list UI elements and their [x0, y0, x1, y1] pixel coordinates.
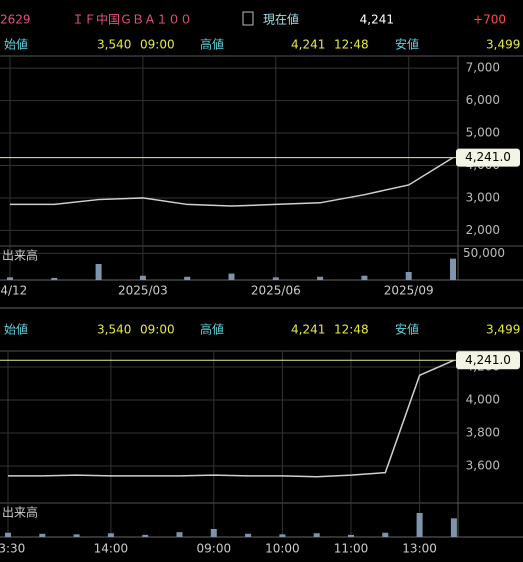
price-line — [8, 359, 455, 478]
x-tick-label: 24/12 — [0, 284, 27, 298]
volume-bar — [184, 276, 191, 280]
price-label: 現在値 — [263, 12, 299, 27]
info-value: 3,499 — [486, 323, 520, 337]
price-marker-box — [456, 148, 520, 167]
volume-bar — [51, 277, 58, 280]
y-tick-label: 3,800 — [466, 426, 500, 440]
x-tick-label: 14:00 — [94, 542, 129, 556]
x-tick-label: 2025/06 — [251, 284, 301, 298]
y-tick-label: 6,000 — [466, 93, 500, 107]
volume-bar — [279, 534, 286, 537]
volume-bar — [245, 533, 252, 537]
code: 2629 — [0, 13, 31, 27]
y-tick-label: 7,000 — [466, 61, 500, 75]
info-value: 12:48 — [334, 323, 369, 337]
volume-bar — [272, 277, 279, 280]
info-label: 始値 — [4, 322, 28, 337]
info-value: 3,540 — [97, 38, 131, 52]
info-value: 3,540 — [97, 323, 131, 337]
volume-bar — [95, 264, 102, 280]
volume-bar — [142, 534, 149, 537]
x-tick-label: 11:00 — [334, 542, 369, 556]
info-label: 安値 — [395, 322, 419, 337]
info-label: 始値 — [4, 37, 28, 52]
stock-name: ＩＦ中国ＧＢＡ１００ — [72, 12, 192, 27]
volume-bar — [39, 533, 46, 537]
volume-bar — [73, 534, 80, 537]
volume-bar — [405, 272, 412, 280]
y-tick-label: 3,600 — [466, 459, 500, 473]
info-value: 09:00 — [140, 323, 175, 337]
volume-bar — [313, 533, 320, 537]
info-value: 12:48 — [334, 38, 369, 52]
x-tick-label: 2025/09 — [384, 284, 434, 298]
x-tick-label: 09:00 — [197, 542, 232, 556]
price-marker-label: 4,241.0 — [465, 353, 511, 367]
price: 4,241 — [360, 13, 394, 27]
info-value: 09:00 — [140, 38, 175, 52]
volume-bar — [7, 277, 13, 280]
volume-bar — [139, 275, 146, 280]
info-label: 高値 — [200, 37, 224, 52]
x-tick-label: 13:30 — [0, 542, 25, 556]
volume-bar — [348, 534, 354, 537]
change: +700 — [473, 13, 506, 27]
price-marker-label: 4,241.0 — [465, 150, 511, 164]
vol-tick-label: 50,000 — [463, 246, 505, 260]
price-line — [10, 157, 454, 207]
volume-bar — [361, 275, 368, 280]
info-value: 3,499 — [486, 38, 520, 52]
y-tick-label: 5,000 — [466, 126, 500, 140]
price-marker-box — [456, 351, 520, 370]
volume-bar — [416, 513, 423, 537]
volume-bar — [107, 533, 114, 537]
info-label: 安値 — [395, 37, 419, 52]
volume-bar — [450, 258, 456, 280]
volume-bar — [382, 532, 389, 537]
volume-bar — [5, 532, 11, 537]
x-tick-label: 13:00 — [402, 542, 437, 556]
info-value: 4,241 — [291, 38, 325, 52]
volume-bar — [450, 518, 457, 537]
volume-label: 出来高 — [2, 505, 38, 520]
volume-label: 出来高 — [2, 248, 38, 263]
volume-bar — [210, 529, 217, 537]
info-value: 4,241 — [291, 323, 325, 337]
x-tick-label: 10:00 — [265, 542, 300, 556]
volume-bar — [317, 276, 324, 280]
volume-bar — [176, 532, 183, 537]
doc-icon — [242, 11, 254, 26]
volume-bar — [228, 273, 235, 280]
y-tick-label: 4,000 — [466, 393, 500, 407]
info-label: 高値 — [200, 322, 224, 337]
y-tick-label: 2,000 — [466, 223, 500, 237]
y-tick-label: 3,000 — [466, 190, 500, 204]
x-tick-label: 2025/03 — [118, 284, 168, 298]
